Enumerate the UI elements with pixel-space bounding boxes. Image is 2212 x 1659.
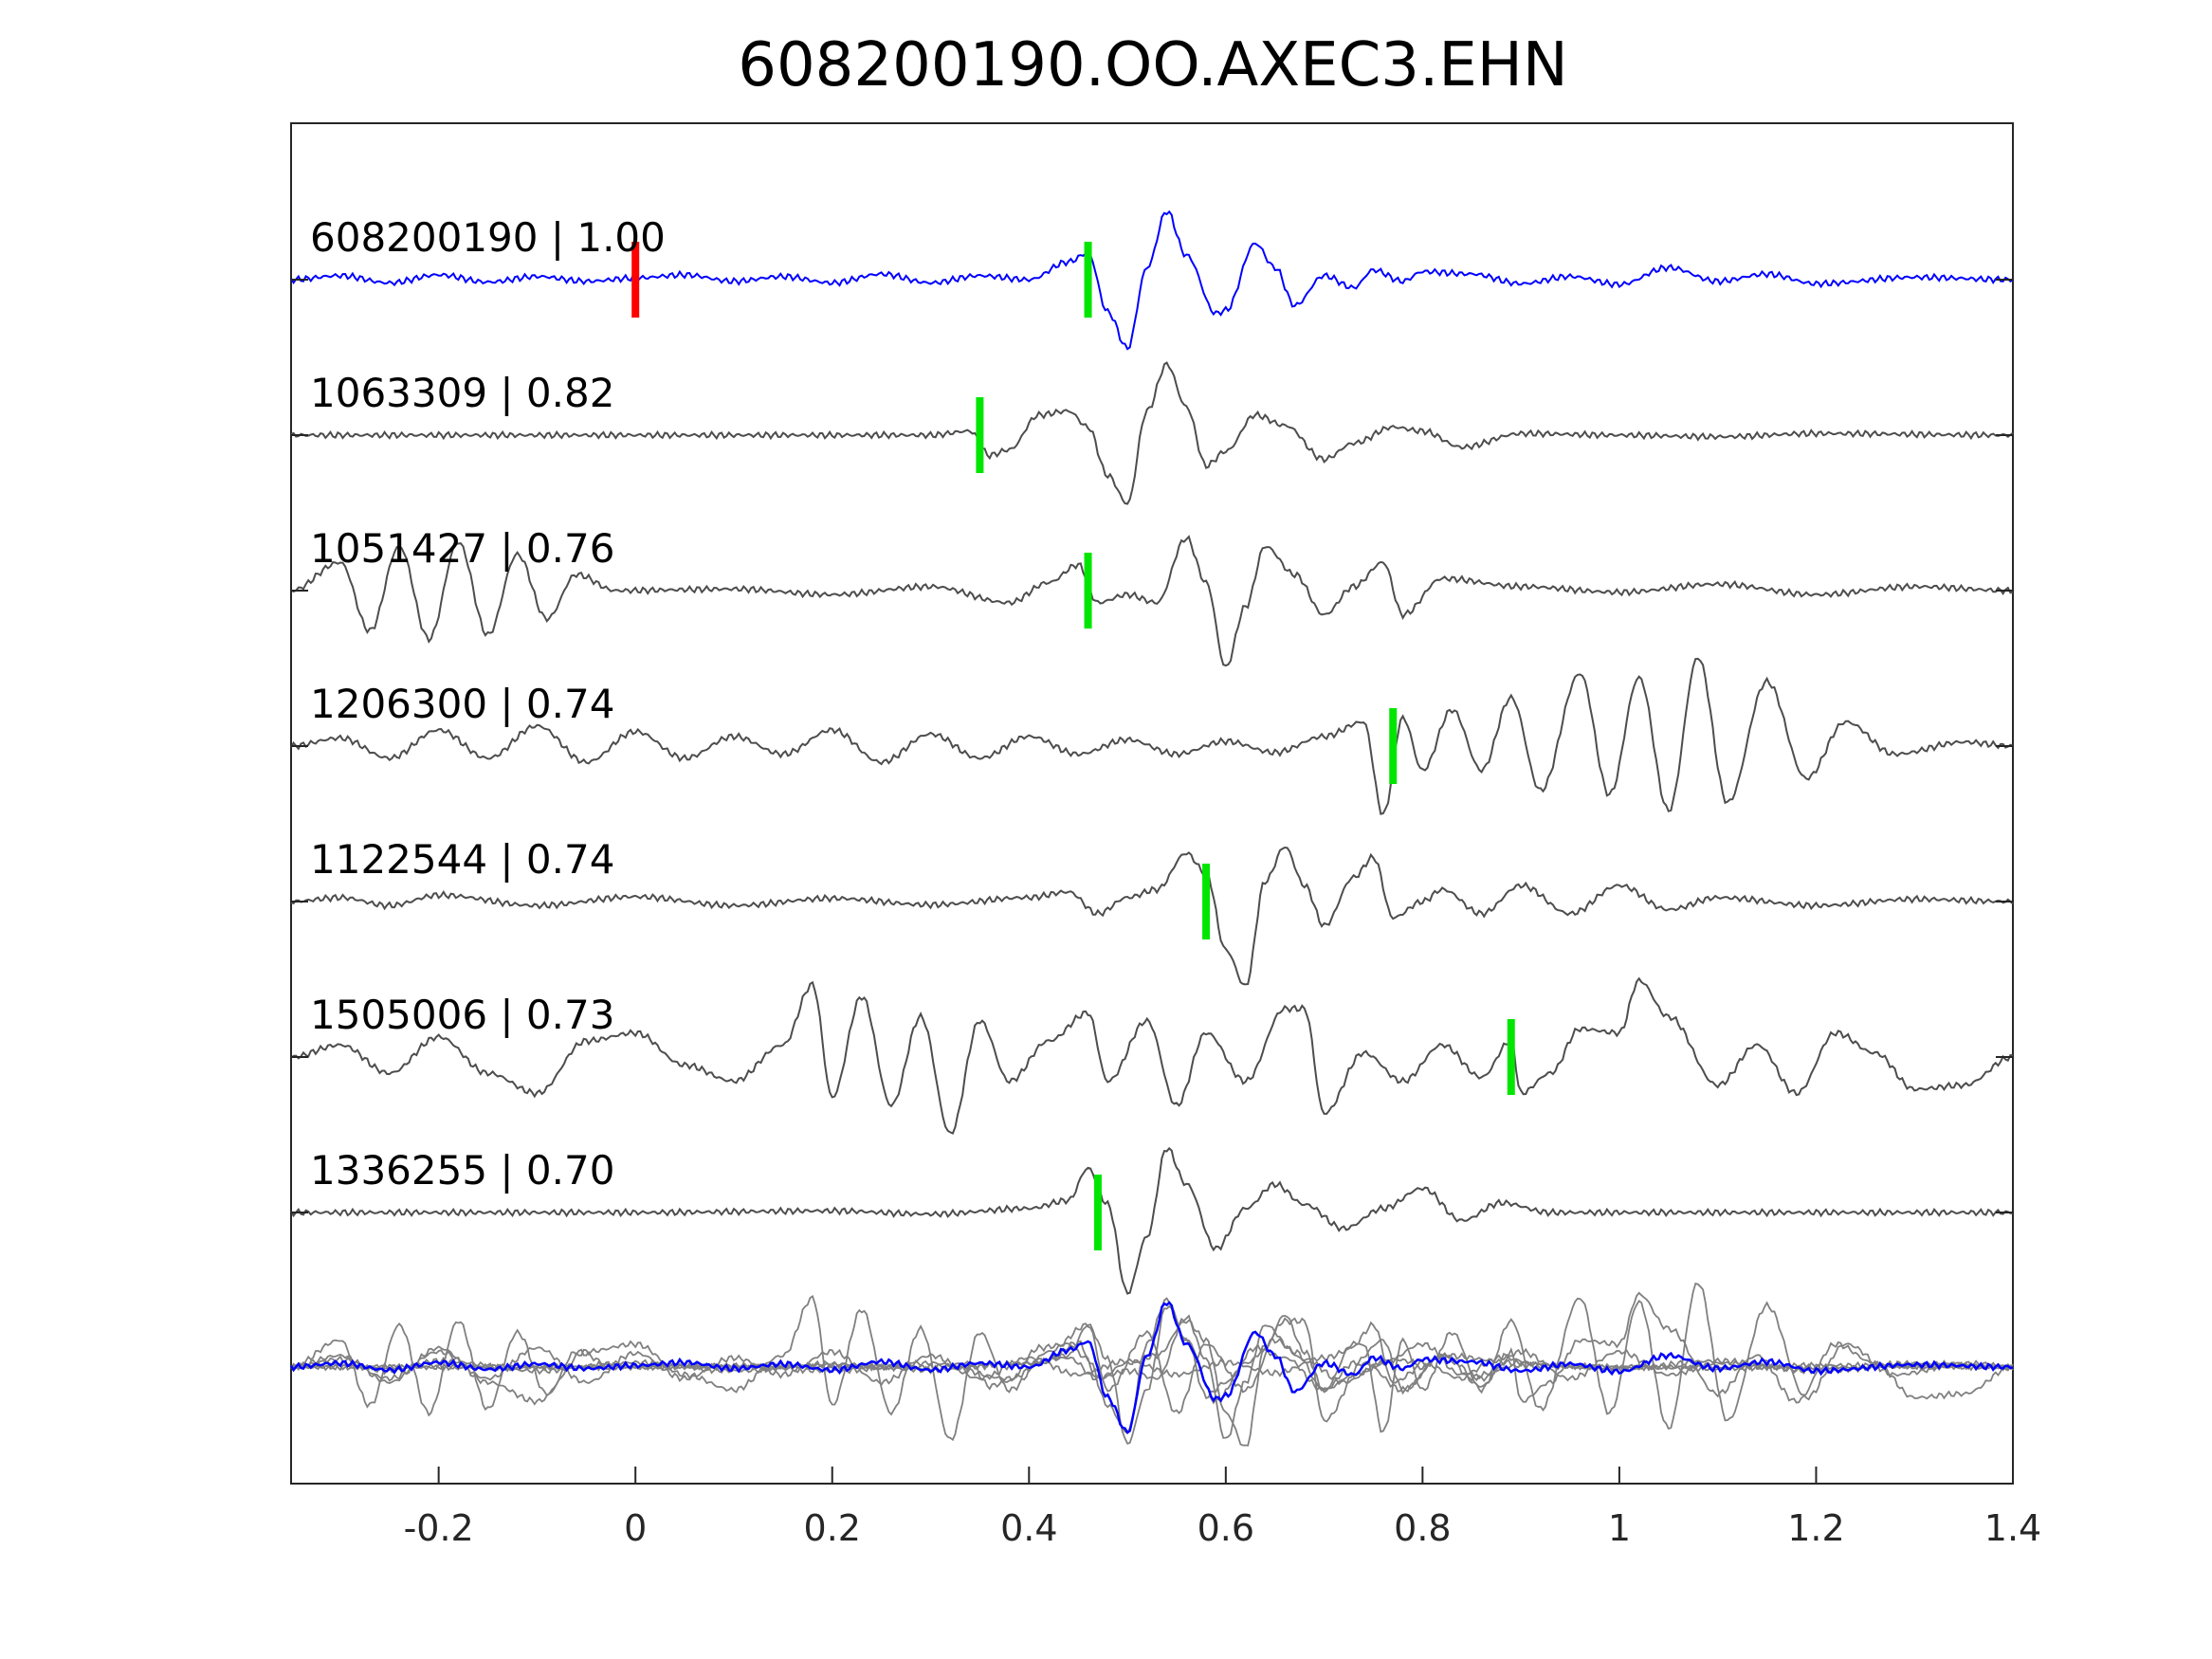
trace-labels: 608200190 | 1.00 1063309 | 0.82 1051427 | … xyxy=(310,214,666,1194)
trace-1 xyxy=(290,210,2014,351)
overlay-trace-4 xyxy=(290,1282,2014,1433)
trace-2 xyxy=(290,361,2014,505)
x-tick-label: -0.2 xyxy=(404,1507,474,1549)
overlay-trace-6 xyxy=(290,1291,2013,1442)
trace-label-3: 1051427 | 0.76 xyxy=(310,525,614,572)
trace-4 xyxy=(290,657,2014,815)
x-axis: -0.2 0 0.2 0.4 0.6 0.8 1 1.2 1.4 xyxy=(404,1467,2041,1549)
chart-title: 608200190.OO.AXEC3.EHN xyxy=(738,30,1568,100)
x-tick-label: 0 xyxy=(624,1507,647,1549)
x-tick-label: 0.6 xyxy=(1197,1507,1254,1549)
trace-label-4: 1206300 | 0.74 xyxy=(310,681,614,727)
trace-7 xyxy=(290,1146,2014,1295)
trace-label-2: 1063309 | 0.82 xyxy=(310,370,614,416)
trace-label-5: 1122544 | 0.74 xyxy=(310,836,614,883)
trace-5 xyxy=(290,846,2014,986)
trace-3 xyxy=(290,535,2014,667)
x-tick-label: 1.2 xyxy=(1787,1507,1844,1549)
overlay-trace-7 xyxy=(290,1304,2014,1445)
trace-6 xyxy=(290,976,2014,1135)
x-tick-label: 0.8 xyxy=(1394,1507,1451,1549)
trace-label-7: 1336255 | 0.70 xyxy=(310,1147,614,1194)
x-tick-label: 0.4 xyxy=(1000,1507,1057,1549)
trace-stack xyxy=(290,210,2014,1295)
x-tick-label: 0.2 xyxy=(804,1507,861,1549)
trace-label-6: 1505006 | 0.73 xyxy=(310,992,614,1038)
x-tick-label: 1.4 xyxy=(1984,1507,2041,1549)
overlay-trace-1 xyxy=(289,1301,2014,1434)
pick-markers xyxy=(631,242,1515,1250)
trace-label-1: 608200190 | 1.00 xyxy=(310,214,666,261)
x-tick-label: 1 xyxy=(1608,1507,1631,1549)
plot-frame xyxy=(290,122,2014,1485)
overlay-stack xyxy=(289,1282,2014,1447)
